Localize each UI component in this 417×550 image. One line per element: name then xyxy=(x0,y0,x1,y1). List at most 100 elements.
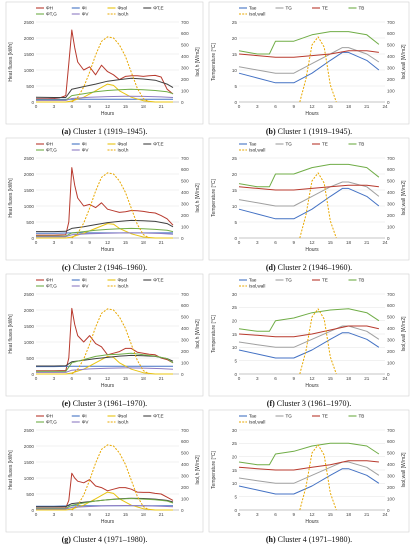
x-tick-label: 6 xyxy=(274,240,277,245)
series-line-Tae xyxy=(238,332,380,359)
series-line-TE xyxy=(238,460,379,471)
y2-tick-label: 400 xyxy=(387,326,395,331)
y2-tick-label: 200 xyxy=(387,213,395,218)
y-tick-label: 20 xyxy=(232,172,238,177)
x-tick-label: 9 xyxy=(292,376,295,381)
x-tick-label: 24 xyxy=(382,104,388,109)
legend-label: ΦH xyxy=(46,278,53,283)
y-tick-label: 0 xyxy=(234,100,237,105)
chart-frame xyxy=(208,273,410,397)
x-tick-label: 9 xyxy=(292,104,295,109)
y-tick-label: 2000 xyxy=(24,444,35,449)
chart-panel-2: 0 5 10 15 20 25 0 100 200 300 400 500 600 700 0 3 6 9 12 15… xyxy=(208,1,410,136)
y2-tick-label: 700 xyxy=(387,428,395,433)
x-tick-label: 6 xyxy=(70,104,73,109)
chart-panel-4: 0 5 10 15 20 25 0 100 200 300 400 500 600 700 0 3 6 9 12 15… xyxy=(208,137,410,272)
x-tick-label: 21 xyxy=(159,512,165,517)
legend-label: TG xyxy=(286,6,293,11)
y2-tick-label: 300 xyxy=(387,66,395,71)
x-tick-label: 18 xyxy=(346,512,352,517)
legend-label: Tae xyxy=(249,414,257,419)
y2-tick-label: 300 xyxy=(387,338,395,343)
y-tick-label: 10 xyxy=(232,481,238,486)
legend-label: ΦI xyxy=(82,142,87,147)
x-tick-label: 18 xyxy=(141,104,147,109)
legend-label: TB xyxy=(359,142,365,147)
legend-label: Φsol xyxy=(118,6,128,11)
x-axis-title: Hours xyxy=(101,519,115,525)
x-tick-label: 0 xyxy=(238,104,241,109)
series-line-ΦT,E xyxy=(35,77,174,98)
y-axis-title: Heat fluxes [kWh] xyxy=(8,450,14,490)
chart-panel-7: 0 500 1000 1500 2000 2500 0 100 200 300 400 500 600 7… xyxy=(5,409,204,544)
y2-tick-label: 600 xyxy=(387,439,395,444)
x-tick-label: 15 xyxy=(123,512,129,517)
x-tick-label: 12 xyxy=(105,376,111,381)
y-tick-label: 0 xyxy=(234,508,237,513)
y2-tick-label: 500 xyxy=(387,451,395,456)
caption-letter: (a) xyxy=(62,127,73,136)
caption-text: Cluster 2 (1946–1960). xyxy=(278,263,352,272)
x-tick-label: 3 xyxy=(53,240,56,245)
legend-label: ΦH xyxy=(46,142,53,147)
y-axis-title: Temperature [°C] xyxy=(211,450,217,488)
y2-tick-label: 100 xyxy=(387,88,395,93)
y2-tick-label: 700 xyxy=(387,156,395,161)
y-axis-title: Heat fluxes [kWh] xyxy=(8,42,14,82)
y2-tick-label: 200 xyxy=(387,485,395,490)
y-tick-label: 10 xyxy=(232,68,238,73)
y-tick-label: 5 xyxy=(234,358,237,363)
x-tick-label: 9 xyxy=(88,240,91,245)
series-line-TG xyxy=(238,325,380,348)
y-axis-title: Temperature [°C] xyxy=(211,42,217,80)
legend-label: ΦT,E xyxy=(153,414,163,419)
series-line-ΦT,E xyxy=(36,219,174,233)
legend-label: ΦT,E xyxy=(153,278,163,283)
x-axis-title: Hours xyxy=(101,383,115,389)
y2-tick-label: 200 xyxy=(181,349,189,354)
series-line-ΦV xyxy=(36,95,174,101)
y2-tick-label: 400 xyxy=(181,54,189,59)
legend-label: Isol,h xyxy=(118,284,129,289)
caption-letter: (d) xyxy=(266,263,278,272)
x-axis-title: Hours xyxy=(305,247,319,253)
x-tick-label: 6 xyxy=(274,104,277,109)
x-tick-label: 18 xyxy=(346,104,352,109)
y-tick-label: 25 xyxy=(232,305,238,310)
series-line-TB xyxy=(238,31,380,55)
y2-tick-label: 700 xyxy=(181,156,189,161)
x-tick-label: 12 xyxy=(105,240,111,245)
y-tick-label: 1000 xyxy=(24,68,35,73)
y-tick-label: 1000 xyxy=(24,340,35,345)
y2-tick-label: 700 xyxy=(181,428,189,433)
x-tick-label: 21 xyxy=(364,104,370,109)
panel-caption: (h) Cluster 4 (1971–1980). xyxy=(266,535,352,544)
y-tick-label: 20 xyxy=(232,454,238,459)
legend-label: ΦI xyxy=(82,278,87,283)
y-tick-label: 500 xyxy=(26,492,34,497)
caption-letter: (h) xyxy=(266,535,278,544)
y2-axis-title: Isol,h [W/m2] xyxy=(195,47,201,77)
x-tick-label: 15 xyxy=(123,240,129,245)
x-tick-label: 3 xyxy=(256,512,259,517)
y-tick-label: 5 xyxy=(234,494,237,499)
y2-tick-label: 100 xyxy=(181,496,189,501)
caption-text: Cluster 1 (1919–1945). xyxy=(278,127,352,136)
y2-tick-label: 400 xyxy=(387,190,395,195)
y2-tick-label: 500 xyxy=(387,315,395,320)
y2-axis-title: Isol,wall [W/m2] xyxy=(401,452,407,488)
legend-label: ΦH xyxy=(46,414,53,419)
x-tick-label: 21 xyxy=(159,240,165,245)
series-line-ΦV xyxy=(36,367,174,373)
y2-axis-title: Isol,h [W/m2] xyxy=(195,319,201,349)
chart-frame xyxy=(5,273,204,397)
y2-tick-label: 200 xyxy=(181,213,189,218)
x-tick-label: 3 xyxy=(256,376,259,381)
series-line-Φsol xyxy=(36,83,173,103)
y2-axis-title: Isol,wall [W/m2] xyxy=(401,180,407,216)
legend-label: ΦI xyxy=(82,414,87,419)
legend-label: ΦT,E xyxy=(153,6,163,11)
y2-tick-label: 300 xyxy=(181,474,189,479)
caption-text: Cluster 3 (1961–1970). xyxy=(73,399,147,408)
series-line-Isol,h xyxy=(71,172,150,239)
